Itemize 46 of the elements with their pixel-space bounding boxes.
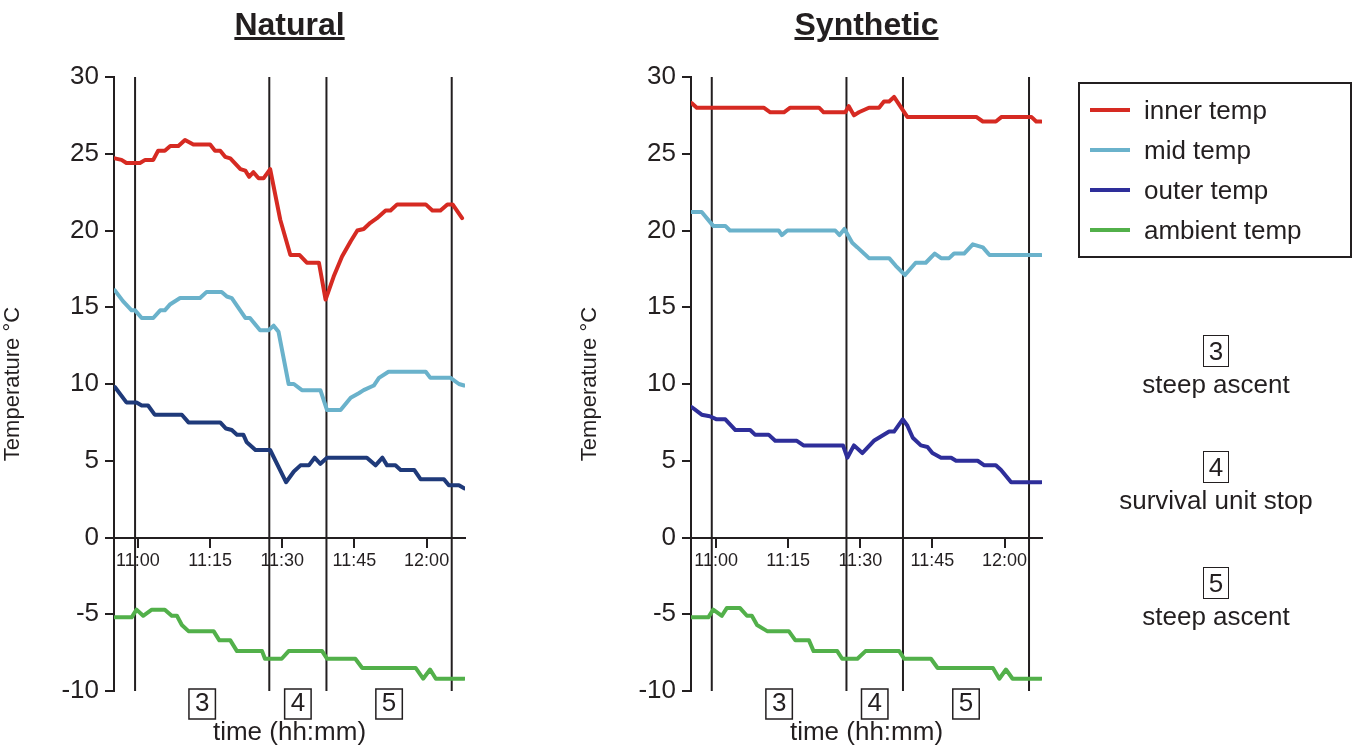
x-tick-label: 11:15 <box>188 550 232 571</box>
annotation: 4 <box>290 687 306 718</box>
y-tick-label: 5 <box>661 443 676 474</box>
legend-label: inner temp <box>1144 94 1267 127</box>
text: 3 <box>1202 335 1230 367</box>
text: 4 <box>1202 451 1230 483</box>
y-tick-label: 0 <box>84 520 99 551</box>
x-tick-label: 11:45 <box>332 550 377 571</box>
chart-title: Synthetic <box>793 6 940 43</box>
text: survival unit stop <box>1118 484 1314 517</box>
x-axis-title: time (hh:mm) <box>211 716 368 746</box>
y-tick-label: 20 <box>647 213 676 244</box>
legend-label: outer temp <box>1144 174 1269 207</box>
y-tick-label: -5 <box>75 597 99 628</box>
y-tick-label: 25 <box>70 136 99 167</box>
chart-title: Natural <box>233 6 346 43</box>
y-tick-label: 15 <box>70 290 99 321</box>
x-tick-label: 11:45 <box>910 550 955 571</box>
y-tick-label: -5 <box>652 597 676 628</box>
x-axis-title: time (hh:mm) <box>788 716 945 746</box>
x-tick-label: 11:15 <box>766 550 811 571</box>
y-tick-label: -10 <box>61 674 99 705</box>
legend-label: ambient temp <box>1144 214 1302 247</box>
y-tick-label: 20 <box>70 213 99 244</box>
y-axis-title: Temperature °C <box>576 306 602 462</box>
y-tick-label: 0 <box>661 520 676 551</box>
x-tick-label: 12:00 <box>981 550 1028 571</box>
y-tick-label: 10 <box>70 367 99 398</box>
y-tick-label: 15 <box>647 290 676 321</box>
legend-label: mid temp <box>1144 134 1251 167</box>
y-tick-label: 30 <box>647 60 676 91</box>
text: 5 <box>1202 567 1230 599</box>
x-tick-label: 12:00 <box>404 550 450 571</box>
y-tick-label: -10 <box>638 674 676 705</box>
annotation: 5 <box>958 687 974 718</box>
y-axis-title: Temperature °C <box>0 306 25 462</box>
y-tick-label: 5 <box>84 443 99 474</box>
annotation: 3 <box>771 687 787 718</box>
text: steep ascent <box>1141 368 1291 401</box>
y-tick-label: 30 <box>70 60 99 91</box>
y-tick-label: 10 <box>647 367 676 398</box>
annotation: 5 <box>381 687 397 718</box>
annotation: 4 <box>867 687 882 718</box>
annotation: 3 <box>194 687 210 718</box>
text: steep ascent <box>1141 600 1291 633</box>
y-tick-label: 25 <box>647 136 676 167</box>
